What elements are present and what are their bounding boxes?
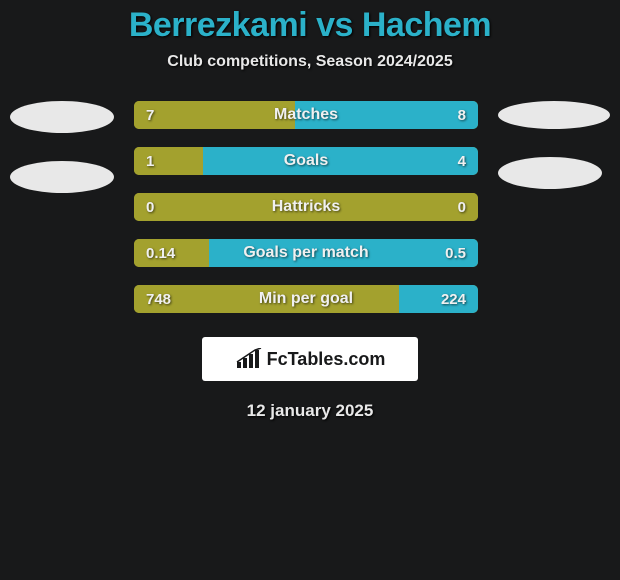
stat-bar: Hattricks0 0 [134,193,478,221]
player-left-avatars [10,101,114,193]
stat-bar: Matches7 8 [134,101,478,129]
avatar-placeholder [10,161,114,193]
avatar-placeholder [498,157,602,189]
stat-bar-label: Min per goal [134,285,478,313]
page-subtitle: Club competitions, Season 2024/2025 [0,53,620,71]
stat-bar-left-value: 1 [146,147,154,175]
bars-icon [235,348,263,370]
stat-bar-right-value: 4 [458,147,466,175]
fctables-logo[interactable]: FcTables.com [202,337,418,381]
stat-bar-right-value: 224 [441,285,466,313]
avatar-placeholder [498,101,610,129]
stat-bar-right-value: 0 [458,193,466,221]
stat-bar-left-value: 0.14 [146,239,175,267]
stat-bar-right-value: 8 [458,101,466,129]
avatar-placeholder [10,101,114,133]
stat-bar-left-value: 0 [146,193,154,221]
stat-bar: Min per goal748 224 [134,285,478,313]
stat-bar-right-value: 0.5 [445,239,466,267]
stat-bar-label: Goals per match [134,239,478,267]
logo-text: FcTables.com [267,349,386,370]
stat-bars: Matches7 8 Goals1 4 Hattricks0 0 Goals per mat… [134,101,478,313]
stat-bar: Goals per match0.14 0.5 [134,239,478,267]
stat-bar-label: Goals [134,147,478,175]
stat-bar: Goals1 4 [134,147,478,175]
player-right-avatars [498,101,610,189]
stat-bar-left-value: 748 [146,285,171,313]
footer-date: 12 january 2025 [0,401,620,421]
comparison-widget: Berrezkami vs Hachem Club competitions, … [0,0,620,421]
stat-bar-label: Hattricks [134,193,478,221]
page-title: Berrezkami vs Hachem [0,6,620,45]
comparison-row: Matches7 8 Goals1 4 Hattricks0 0 Goals per mat… [0,101,620,313]
stat-bar-left-value: 7 [146,101,154,129]
stat-bar-label: Matches [134,101,478,129]
